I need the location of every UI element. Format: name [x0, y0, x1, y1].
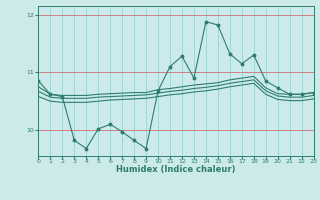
- X-axis label: Humidex (Indice chaleur): Humidex (Indice chaleur): [116, 165, 236, 174]
